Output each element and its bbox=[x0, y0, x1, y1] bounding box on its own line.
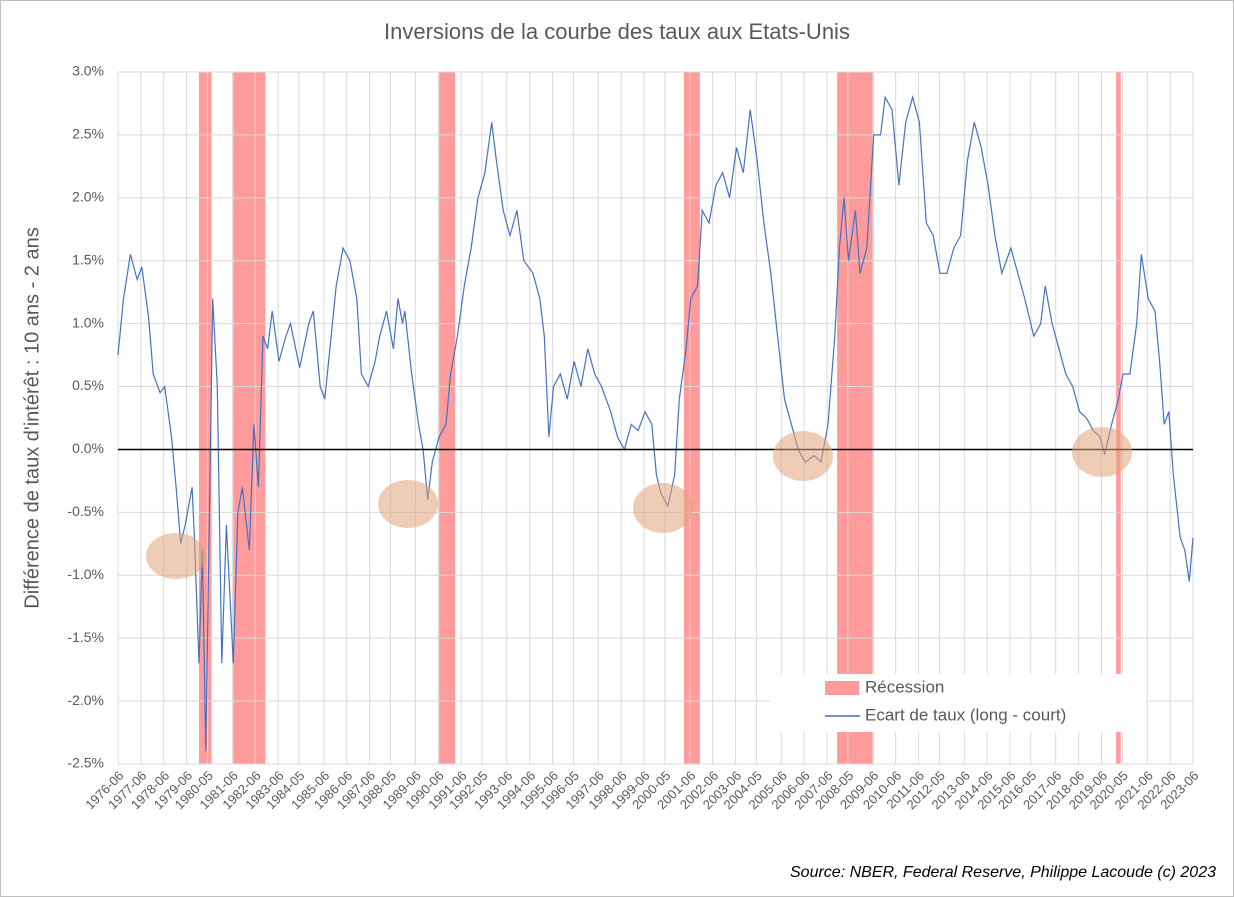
recession-band bbox=[683, 72, 700, 764]
recession-band bbox=[198, 72, 212, 764]
circle bbox=[1072, 427, 1132, 477]
y-tick-label: 2.5% bbox=[72, 126, 104, 142]
circle bbox=[146, 533, 206, 579]
recession-band bbox=[837, 72, 874, 764]
legend-label: Récession bbox=[865, 677, 944, 696]
y-tick-label: -2.5% bbox=[67, 755, 104, 771]
chart-title: Inversions de la courbe des taux aux Eta… bbox=[384, 19, 850, 44]
y-tick-label: -1.5% bbox=[67, 629, 104, 645]
y-tick-label: -2.0% bbox=[67, 692, 104, 708]
legend: Récession Ecart de taux (long - court) bbox=[770, 674, 1146, 732]
y-tick-label: 0.5% bbox=[72, 377, 104, 393]
y-tick-label: 1.0% bbox=[72, 314, 104, 330]
y-tick-label: -1.0% bbox=[67, 566, 104, 582]
circle bbox=[378, 480, 438, 528]
y-tick-label: -0.5% bbox=[67, 503, 104, 519]
y-tick-label: 2.0% bbox=[72, 189, 104, 205]
legend-label: Ecart de taux (long - court) bbox=[865, 705, 1066, 724]
legend-swatch bbox=[825, 681, 859, 695]
source-note: Source: NBER, Federal Reserve, Philippe … bbox=[790, 864, 1216, 881]
recession-bands bbox=[198, 72, 1121, 764]
inversion-circles bbox=[146, 427, 1132, 579]
y-axis-label: Différence de taux d'intérêt : 10 ans - … bbox=[21, 227, 43, 608]
grid bbox=[117, 71, 1194, 765]
series-line bbox=[117, 94, 1194, 752]
y-tick-label: 3.0% bbox=[72, 63, 104, 79]
plot bbox=[117, 94, 1194, 752]
y-tick-label: 0.0% bbox=[72, 440, 104, 456]
y-tick-label: 1.5% bbox=[72, 251, 104, 267]
recession-band bbox=[1116, 72, 1121, 764]
circle bbox=[773, 431, 833, 481]
circle bbox=[633, 483, 693, 533]
